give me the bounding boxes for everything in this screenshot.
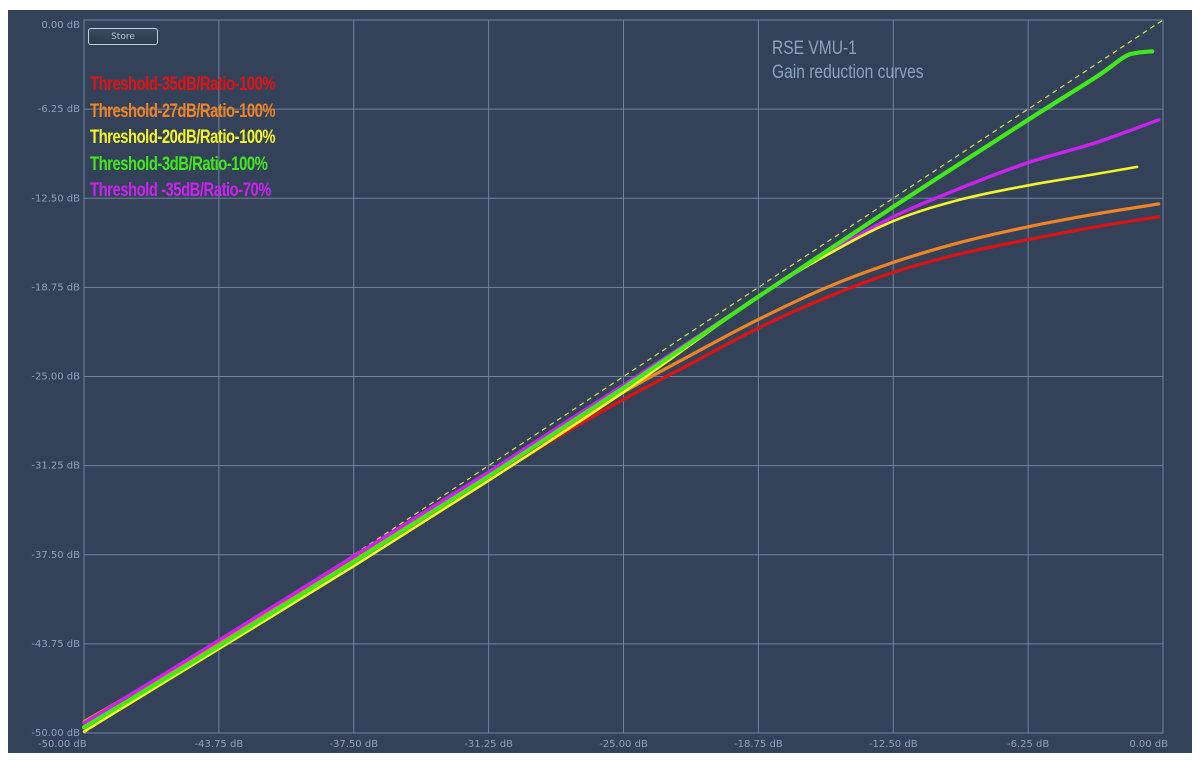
data-point-series-4 — [487, 471, 490, 473]
grid — [83, 19, 1164, 734]
legend: Threshold-35dB/Ratio-100% Threshold-27dB… — [90, 72, 276, 205]
legend-item-threshold-35-ratio-100: Threshold-35dB/Ratio-100% — [90, 74, 276, 95]
x-tick-label: 0.00 dB — [1129, 739, 1168, 750]
data-point-series-4 — [218, 639, 220, 642]
x-axis-ticks: -50.00 dB -43.75 dB -37.50 dB -31.25 dB -25.… — [38, 739, 1168, 750]
data-point-series-1 — [959, 241, 961, 244]
data-point-series-2 — [1136, 166, 1138, 168]
data-point-series-4 — [1157, 119, 1160, 121]
data-point-series-0 — [827, 295, 830, 298]
data-point-series-1 — [687, 355, 690, 358]
legend-item-threshold-27-ratio-100: Threshold-27dB/Ratio-100% — [90, 100, 276, 122]
data-point-series-1 — [1095, 213, 1097, 215]
x-tick-label: -25.00 dB — [599, 739, 648, 750]
series-lines — [81, 49, 1161, 733]
data-point-series-3 — [1027, 119, 1029, 121]
data-point-series-0 — [1027, 238, 1029, 241]
y-tick-label: -6.25 dB — [38, 104, 80, 115]
data-point-series-3 — [487, 475, 490, 478]
data-point-series-2 — [622, 391, 625, 393]
data-point-series-0 — [757, 327, 760, 329]
data-point-series-3 — [757, 295, 760, 298]
data-point-series-1 — [757, 318, 760, 321]
x-tick-label: -12.50 dB — [869, 739, 918, 750]
data-point-series-2 — [352, 565, 355, 567]
data-point-series-0 — [892, 271, 895, 274]
y-tick-label: 0.00 dB — [41, 20, 80, 31]
chart-title: RSE VMU-1 — [772, 38, 857, 59]
data-point-series-3 — [352, 561, 355, 563]
x-tick-label: -6.25 dB — [1007, 739, 1049, 750]
data-point-series-4 — [352, 555, 355, 557]
x-tick-label: -43.75 dB — [195, 739, 244, 750]
data-point-series-2 — [959, 198, 961, 201]
data-point-series-3 — [1095, 76, 1097, 78]
y-axis-ticks: 0.00 dB -6.25 dB -12.50 dB -18.75 dB -25.00 … — [31, 20, 80, 739]
data-point-series-3 — [1123, 56, 1125, 58]
x-tick-label: -37.50 dB — [329, 739, 378, 750]
chart-subtitle: Gain reduction curves — [772, 62, 924, 83]
y-tick-label: -50.00 dB — [31, 728, 80, 739]
store-button[interactable]: Store — [88, 28, 158, 45]
data-point-series-4 — [1095, 141, 1097, 144]
data-point-series-3 — [1151, 50, 1154, 53]
data-point-series-3 — [892, 206, 895, 208]
y-tick-label: -37.50 dB — [31, 550, 80, 561]
data-point-series-4 — [959, 187, 961, 190]
data-point-series-1 — [1027, 225, 1029, 228]
data-point-series-0 — [959, 253, 961, 255]
data-point-series-1 — [892, 261, 895, 264]
data-point-series-3 — [622, 387, 625, 389]
data-point-series-2 — [487, 479, 490, 482]
y-tick-label: -12.50 dB — [31, 193, 80, 204]
legend-item-threshold-3-ratio-100: Threshold-3dB/Ratio-100% — [90, 153, 268, 175]
chart-title-block: RSE VMU-1 Gain reduction curves — [772, 37, 924, 85]
data-point-series-2 — [1027, 184, 1029, 187]
y-tick-label: -31.25 dB — [31, 461, 80, 472]
data-point-series-3 — [83, 726, 85, 729]
data-point-series-4 — [892, 215, 895, 218]
y-tick-label: -18.75 dB — [31, 282, 80, 293]
data-point-series-0 — [687, 364, 690, 366]
legend-item-threshold-35-ratio-70: Threshold -35dB/Ratio-70% — [90, 180, 271, 201]
plot-background — [8, 10, 1192, 753]
data-point-series-2 — [1095, 173, 1097, 175]
series-line-3 — [81, 49, 1155, 730]
data-point-series-0 — [1095, 225, 1097, 228]
x-tick-label: -50.00 dB — [38, 739, 87, 750]
y-tick-label: -25.00 dB — [31, 372, 80, 383]
data-point-series-1 — [1157, 203, 1160, 205]
data-point-series-3 — [1136, 51, 1138, 54]
x-tick-label: -31.25 dB — [464, 739, 513, 750]
data-point-series-4 — [83, 722, 85, 724]
legend-item-threshold-20-ratio-100: Threshold-20dB/Ratio-100% — [90, 127, 276, 148]
y-tick-label: -43.75 dB — [31, 639, 80, 650]
plot-border — [83, 19, 1164, 734]
data-point-series-4 — [1027, 161, 1029, 164]
data-point-series-2 — [892, 220, 895, 222]
data-point-series-2 — [83, 730, 85, 733]
data-point-series-0 — [1157, 215, 1160, 218]
x-tick-label: -18.75 dB — [734, 739, 783, 750]
data-point-series-2 — [825, 254, 828, 257]
data-point-series-3 — [218, 645, 220, 647]
data-point-series-1 — [827, 285, 830, 288]
data-point-series-0 — [622, 398, 625, 401]
